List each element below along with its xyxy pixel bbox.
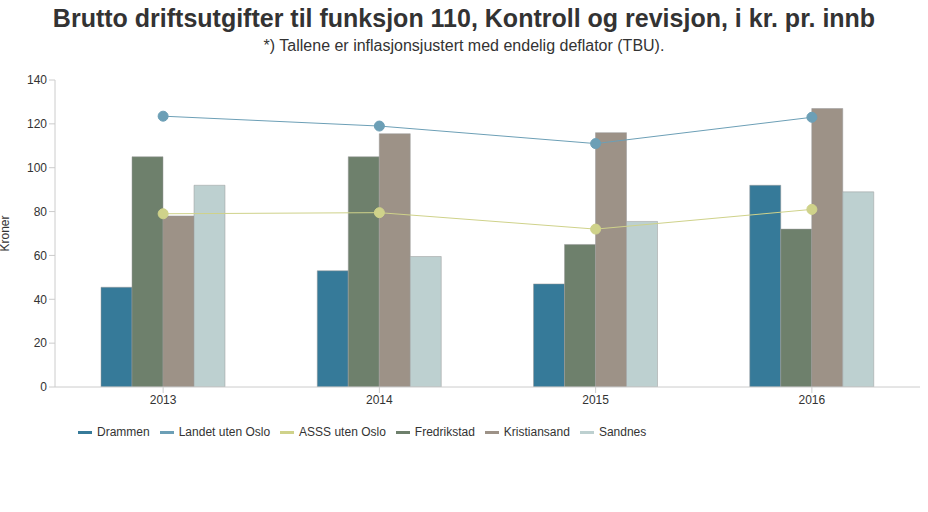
- svg-text:0: 0: [40, 380, 47, 394]
- svg-text:2016: 2016: [799, 393, 826, 407]
- svg-text:2013: 2013: [150, 393, 177, 407]
- html-text:Sandnes: Sandnes: [598, 425, 647, 439]
- svg-text:120: 120: [27, 117, 47, 131]
- html-text:Landet uten Oslo: Landet uten Oslo: [178, 425, 271, 439]
- svg-text:2014: 2014: [366, 393, 393, 407]
- svg-text:40: 40: [34, 293, 48, 307]
- svg-text:60: 60: [34, 249, 48, 263]
- svg-text:80: 80: [34, 205, 48, 219]
- svg-text:100: 100: [27, 161, 47, 175]
- svg-text:2015: 2015: [582, 393, 609, 407]
- html-text:Brutto driftsutgifter til funk: Brutto driftsutgifter til funksjon 110, …: [52, 4, 876, 32]
- html-text:Kristiansand: Kristiansand: [503, 425, 570, 439]
- html-text:ASSS uten Oslo: ASSS uten Oslo: [299, 425, 386, 439]
- html-text:Fredrikstad: Fredrikstad: [414, 425, 475, 439]
- svg-text:20: 20: [34, 336, 48, 350]
- svg-text:140: 140: [27, 73, 47, 87]
- html-text:Drammen: Drammen: [97, 425, 150, 439]
- svg-text:Kroner: Kroner: [8, 215, 12, 251]
- html-text:*) Tallene er inflasjonsjuster: *) Tallene er inflasjonsjustert med ende…: [263, 37, 665, 54]
